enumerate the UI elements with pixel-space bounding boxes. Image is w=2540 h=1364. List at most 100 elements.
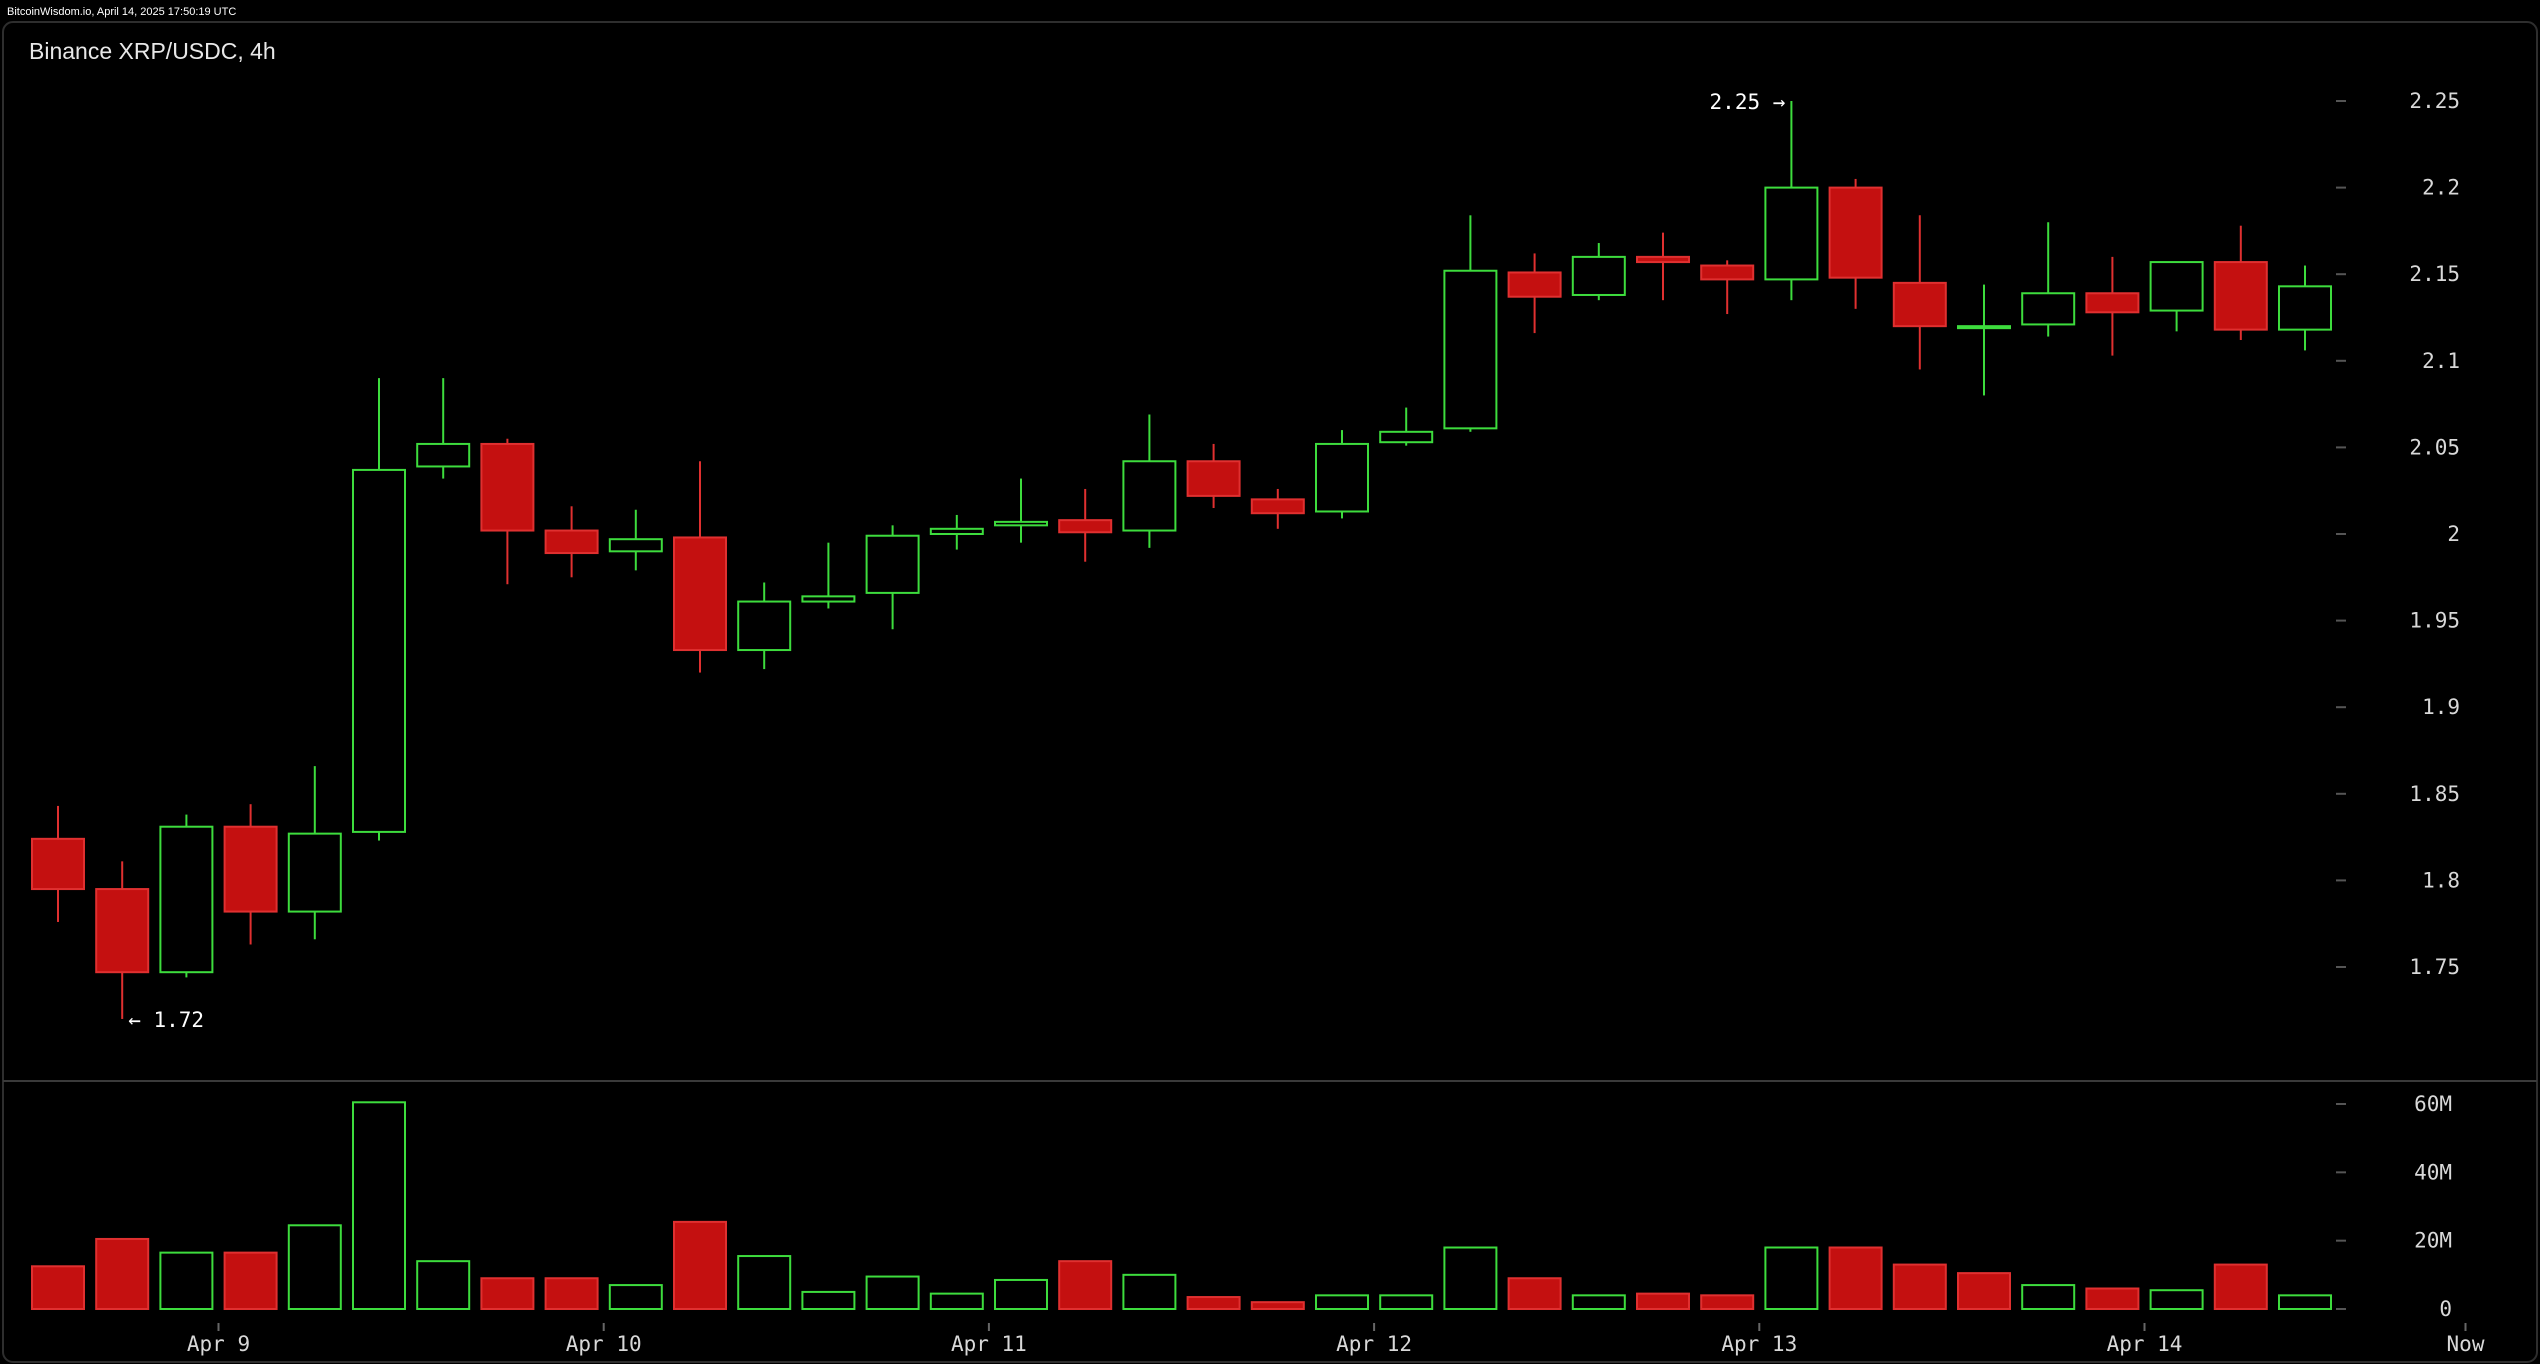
candle [929,514,984,550]
candle-body [865,534,920,594]
price-tick-label: 2 [2447,522,2460,546]
volume-bar [416,1260,471,1310]
candle-body [2149,261,2204,312]
candle-body [1058,519,1113,534]
candle-body [1122,460,1177,532]
candle [159,814,214,978]
volume-bar [801,1290,856,1310]
candle [994,478,1048,543]
candle [1892,215,1947,370]
volume-bar [2213,1263,2268,1311]
candle [95,861,150,1019]
volume-bar [95,1237,150,1311]
candle-body [352,468,406,833]
candle [2085,256,2140,356]
volume-bar [2021,1284,2076,1311]
volume-bar [2278,1294,2332,1311]
candle-body [1957,325,2011,330]
candle [1507,253,1562,334]
price-tick-label: 1.75 [2409,955,2460,979]
volume-bar [1186,1296,1241,1310]
volume-bar [1571,1294,1626,1311]
candle-body [480,442,535,532]
candle [673,461,727,673]
candle [2213,225,2268,341]
candle-body [1636,255,1690,264]
candle [801,542,856,609]
low-annotation: ← 1.72 [128,1008,204,1032]
candle-body [1892,281,1947,328]
volume-tick-label: 0 [2439,1297,2452,1321]
chart-frame [2,21,2538,1363]
candle [31,805,85,922]
volume-bar [352,1101,406,1310]
candle [737,582,792,670]
volume-bar [1250,1301,1305,1310]
candle [352,378,406,841]
candle-body [673,536,727,652]
volume-bar [1892,1263,1947,1311]
candle-body [159,825,214,974]
candle-body [1571,255,1626,296]
time-tick-label: Apr 9 [187,1332,250,1356]
candle-body [1186,460,1241,497]
candle-body [416,442,471,468]
candle [1058,488,1113,562]
time-tick-label: Apr 14 [2107,1332,2183,1356]
price-tick-label: 2.05 [2409,435,2460,459]
candle [2149,261,2204,332]
volume-bar [1764,1246,1819,1310]
volume-bar [1058,1260,1113,1310]
candle [1571,243,1626,301]
candle-body [223,825,278,913]
candle-body [31,837,85,891]
candle-body [1379,430,1434,444]
volume-bar [608,1284,663,1311]
volume-bar [929,1292,984,1310]
volume-bar [994,1278,1048,1311]
high-annotation: 2.25 → [1710,90,1786,114]
price-annotations: 2.25 → ← 1.72 [128,90,1785,1032]
volume-tick-label: 60M [2414,1092,2452,1116]
price-tick-label: 2.25 [2409,89,2460,113]
candle-body [1315,442,1369,513]
candle [1250,488,1305,529]
price-tick-label: 1.85 [2409,782,2460,806]
candle-body [95,888,150,974]
volume-bar [1828,1246,1883,1310]
candle [608,509,663,571]
candle [1443,215,1498,432]
candle [287,766,342,940]
volume-bar [2149,1289,2204,1311]
candle-body [1700,264,1755,281]
volume-bar [1636,1292,1690,1310]
candle [1957,284,2011,396]
volume-bar [1700,1294,1755,1311]
candle [1186,443,1241,509]
candle-body [1764,186,1819,281]
candles [31,101,2332,1019]
candle [416,378,471,479]
price-tick-label: 2.2 [2422,176,2460,200]
candle-body [2085,292,2140,314]
time-tick-label: Apr 10 [566,1332,642,1356]
volume-bars [31,1101,2332,1311]
volume-bar [1443,1246,1498,1310]
price-tick-label: 2.15 [2409,262,2460,286]
volume-bar [1315,1294,1369,1311]
candle-body [1828,186,1883,279]
volume-bar [159,1251,214,1310]
candle-body [1250,498,1305,515]
candle [1315,430,1369,519]
volume-bar [1379,1294,1434,1311]
candle-body [287,832,342,913]
volume-tick-label: 20M [2414,1229,2452,1253]
price-tick-label: 1.9 [2422,695,2460,719]
candle [544,506,599,578]
time-tick-label: Apr 13 [1721,1332,1797,1356]
candle [223,804,278,945]
time-axis: Apr 9 Apr 10 Apr 11 Apr 12 Apr 13 Apr 14 Now [187,1323,2485,1356]
volume-bar [480,1277,535,1310]
